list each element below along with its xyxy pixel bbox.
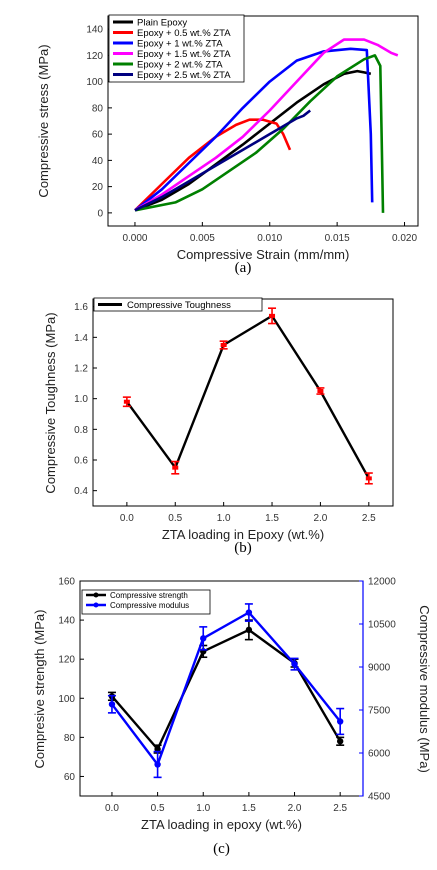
legend-box [93, 297, 263, 312]
y2-tick-label: 6000 [368, 749, 391, 760]
y-tick-label: 100 [58, 694, 75, 705]
data-point [291, 660, 298, 668]
series-line [134, 109, 311, 212]
y2-axis-label: Compressive modulus (MPa) [417, 605, 432, 773]
data-point [317, 389, 324, 393]
x-tick-label: 0.020 [392, 233, 417, 244]
y2-tick-label: 10500 [368, 620, 396, 631]
x-tick-label: 1.0 [196, 803, 210, 814]
data-point [245, 626, 253, 634]
y-tick-label: 60 [92, 130, 104, 141]
legend-label: Compressive Toughness [127, 300, 231, 311]
legend-marker [93, 592, 99, 598]
x-tick-label: 2.5 [333, 803, 347, 814]
data-point [200, 635, 207, 642]
x-tick-label: 1.0 [217, 513, 231, 524]
data-point [172, 465, 179, 470]
data-point [365, 476, 372, 481]
x-tick-label: 0.010 [257, 233, 282, 244]
x-axis-label: Compressive Strain (mm/mm) [177, 247, 350, 262]
y-tick-label: 140 [86, 25, 103, 36]
y2-tick-label: 9000 [368, 663, 391, 674]
plot-frame [107, 15, 419, 227]
series-line [134, 38, 399, 212]
data-point [154, 745, 161, 753]
y-tick-label: 60 [64, 772, 76, 783]
panel-caption: (b) [234, 540, 252, 556]
x-tick-label: 1.5 [265, 513, 279, 524]
y-tick-label: 1.0 [74, 394, 88, 405]
plot-frame [92, 298, 394, 507]
x-tick-label: 0.5 [151, 803, 165, 814]
x-tick-label: 0.0 [120, 513, 134, 524]
x-tick-label: 1.5 [242, 803, 256, 814]
data-point [336, 718, 344, 725]
panel-3: 0.0 0.5 1.0 1.5 2.0 2.5 60 80 100 120 140 160 4500 60… [32, 577, 432, 858]
y-tick-label: 20 [92, 182, 104, 193]
y-tick-label: 0.8 [74, 425, 88, 436]
series-line [134, 54, 385, 213]
y-tick-label: 140 [58, 616, 75, 627]
y-tick-label: 1.4 [74, 333, 88, 344]
legend-label: Epoxy + 0.5 wt.% ZTA [137, 28, 231, 39]
series-line [111, 628, 342, 751]
y-tick-label: 0.4 [74, 486, 88, 497]
y-tick-label: 100 [86, 77, 103, 88]
legend-marker [93, 602, 99, 608]
data-point [123, 399, 130, 404]
legend-label: Compressive strength [110, 591, 188, 600]
legend-box [108, 14, 245, 83]
y-tick-label: 80 [92, 103, 104, 114]
y-tick-label: 1.2 [74, 364, 88, 375]
series-line [111, 611, 342, 766]
series-line [134, 69, 372, 212]
x-axis-label: ZTA loading in epoxy (wt.%) [141, 817, 302, 832]
y-tick-label: 80 [64, 733, 76, 744]
y-tick-label: 120 [58, 655, 75, 666]
legend-label: Compressive modulus [110, 601, 189, 610]
x-tick-label: 2.5 [362, 513, 376, 524]
legend-label: Plain Epoxy [137, 18, 187, 29]
legend-label: Epoxy + 1.5 wt.% ZTA [137, 49, 231, 60]
panel-1: 0.000 0.005 0.010 0.015 0.020 0 20 40 60 80 100 120… [36, 14, 419, 276]
y-tick-label: 120 [86, 51, 103, 62]
data-point [336, 738, 344, 745]
y-tick-label: 0 [97, 208, 103, 219]
data-point [154, 761, 161, 768]
panel-caption: (a) [235, 260, 252, 276]
panel-2: 0.0 0.5 1.0 1.5 2.0 2.5 0.4 0.6 0.8 1.0 1.2 1.4 1.6 Z… [43, 297, 394, 556]
x-tick-label: 0.005 [190, 233, 215, 244]
data-point [220, 343, 227, 347]
y-axis-label: Compressive Toughness (MPa) [43, 312, 58, 493]
x-axis-label: ZTA loading in Epoxy (wt.%) [162, 527, 324, 542]
x-tick-label: 2.0 [288, 803, 302, 814]
y-axis-label: Compresive strength (MPa) [32, 610, 47, 769]
x-tick-label: 2.0 [313, 513, 327, 524]
y-tick-label: 0.6 [74, 456, 88, 467]
data-point [269, 313, 276, 318]
y2-tick-label: 7500 [368, 706, 391, 717]
panel-caption: (c) [213, 841, 230, 857]
legend-label: Epoxy + 1 wt.% ZTA [137, 39, 223, 50]
series-line [125, 314, 370, 479]
legend-label: Epoxy + 2 wt.% ZTA [137, 60, 223, 71]
data-point [245, 609, 253, 616]
y2-tick-label: 4500 [368, 792, 391, 803]
y-axis-label: Compressive stress (MPa) [36, 44, 51, 197]
y-tick-label: 160 [58, 577, 75, 588]
series-line [134, 47, 374, 212]
x-tick-label: 0.000 [122, 233, 147, 244]
x-tick-label: 0.5 [168, 513, 182, 524]
y2-tick-label: 12000 [368, 577, 396, 588]
y-tick-label: 40 [92, 156, 104, 167]
y-tick-label: 1.6 [74, 302, 88, 313]
x-tick-label: 0.0 [105, 803, 119, 814]
data-point [108, 701, 116, 708]
legend-label: Epoxy + 2.5 wt.% ZTA [137, 70, 231, 81]
x-tick-label: 0.015 [325, 233, 350, 244]
